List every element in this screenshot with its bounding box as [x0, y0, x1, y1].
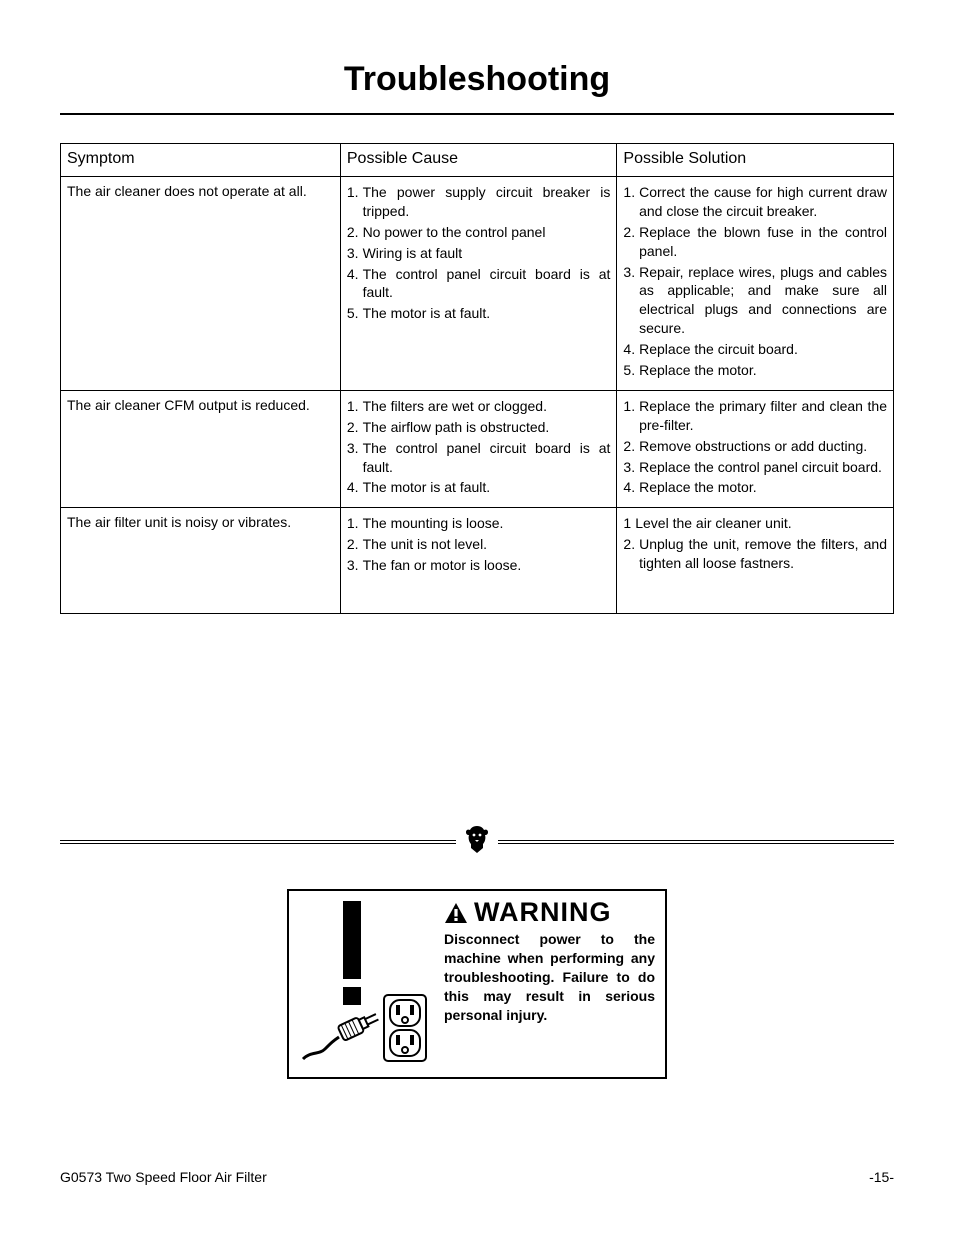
warning-text: Disconnect power to the machine when per…: [444, 930, 655, 1024]
table-row: The air cleaner CFM output is reduced.1.…: [61, 390, 894, 507]
cell-solution: 1.Replace the primary filter and clean t…: [617, 390, 894, 507]
col-header-solution: Possible Solution: [617, 144, 894, 177]
table-header-row: Symptom Possible Cause Possible Solution: [61, 144, 894, 177]
cell-solution: 1Level the air cleaner unit.2.Unplug the…: [617, 508, 894, 614]
page-title: Troubleshooting: [60, 60, 894, 99]
cell-cause: 1.The power supply circuit breaker is tr…: [340, 177, 617, 391]
cell-symptom: The air filter unit is noisy or vibrates…: [61, 508, 341, 614]
warning-triangle-icon: [444, 902, 468, 924]
footer-product: G0573 Two Speed Floor Air Filter: [60, 1169, 267, 1185]
cell-solution: 1.Correct the cause for high current dra…: [617, 177, 894, 391]
cell-symptom: The air cleaner does not operate at all.: [61, 177, 341, 391]
cell-symptom: The air cleaner CFM output is reduced.: [61, 390, 341, 507]
cell-cause: 1.The filters are wet or clogged.2.The a…: [340, 390, 617, 507]
warning-title: WARNING: [474, 897, 612, 928]
unplug-graphic-icon: [299, 897, 434, 1067]
section-divider: [60, 824, 894, 859]
troubleshooting-table: Symptom Possible Cause Possible Solution…: [60, 143, 894, 614]
page-footer: G0573 Two Speed Floor Air Filter -15-: [60, 1169, 894, 1185]
col-header-symptom: Symptom: [61, 144, 341, 177]
title-rule: [60, 113, 894, 115]
col-header-cause: Possible Cause: [340, 144, 617, 177]
table-row: The air cleaner does not operate at all.…: [61, 177, 894, 391]
cell-cause: 1.The mounting is loose.2.The unit is no…: [340, 508, 617, 614]
bear-logo-icon: [456, 824, 498, 859]
footer-page-number: -15-: [869, 1169, 894, 1185]
table-row: The air filter unit is noisy or vibrates…: [61, 508, 894, 614]
warning-box: WARNING Disconnect power to the machine …: [287, 889, 667, 1079]
